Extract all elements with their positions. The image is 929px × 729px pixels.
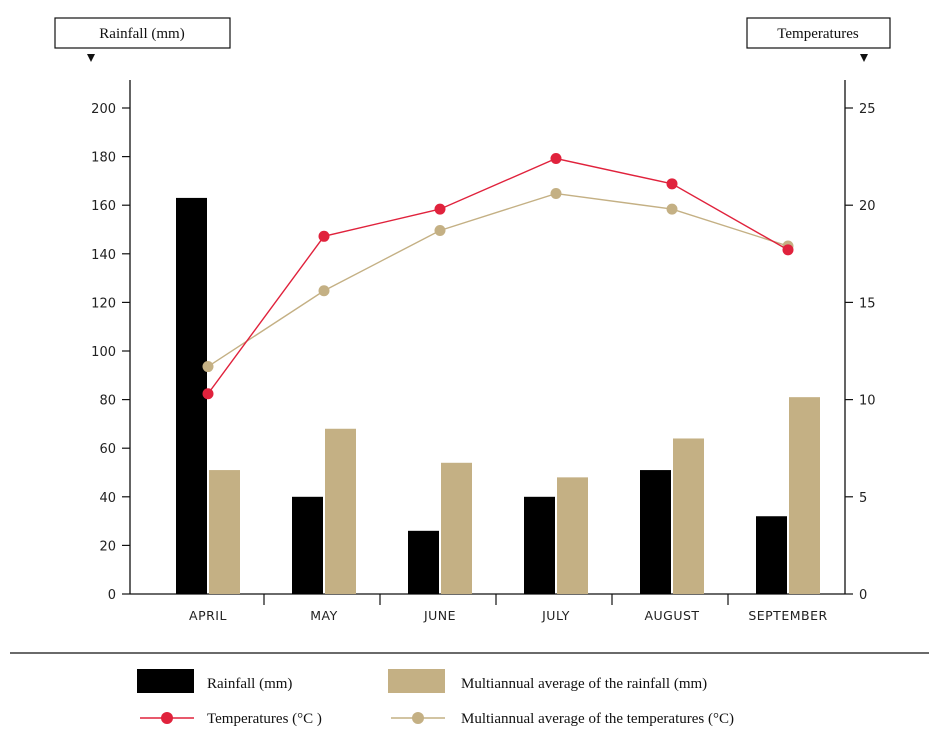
- left-tick-label: 160: [91, 199, 116, 214]
- bar-avg-rainfall: [209, 470, 240, 594]
- legend-marker-avg-temperature: [412, 712, 424, 724]
- category-label: MAY: [310, 608, 338, 623]
- legend-label-temperature: Temperatures (°C ): [207, 711, 322, 727]
- left-tick-label: 20: [99, 539, 116, 554]
- legend-label-avg-rainfall: Multiannual average of the rainfall (mm): [461, 676, 707, 692]
- legend-label-avg-temperature: Multiannual average of the temperatures …: [461, 711, 734, 727]
- left-axis-title: Rainfall (mm): [99, 26, 184, 42]
- legend-swatch-avg-rainfall: [388, 669, 445, 693]
- bar-rainfall: [292, 496, 323, 594]
- bar-rainfall: [408, 530, 439, 594]
- right-tick-label: 15: [859, 296, 876, 311]
- right-tick-label: 5: [859, 491, 867, 506]
- bar-avg-rainfall: [325, 428, 356, 594]
- category-label: APRIL: [189, 608, 227, 623]
- bar-rainfall: [524, 496, 555, 594]
- avg-temperature-point: [666, 203, 678, 215]
- right-tick-label: 25: [859, 102, 876, 117]
- left-tick-label: 60: [99, 442, 116, 457]
- right-tick-label: 10: [859, 394, 876, 409]
- left-tick-label: 0: [108, 588, 116, 603]
- bar-avg-rainfall: [441, 462, 472, 594]
- temperature-point: [666, 178, 678, 190]
- avg-temperature-line: [207, 192, 789, 368]
- category-label: JUNE: [423, 608, 456, 623]
- bar-avg-rainfall: [557, 477, 588, 594]
- temperature-line: [207, 157, 789, 395]
- temperature-point: [434, 203, 446, 215]
- left-tick-label: 80: [99, 394, 116, 409]
- right-tick-label: 0: [859, 588, 867, 603]
- left-tick-label: 180: [91, 151, 116, 166]
- legend-swatch-rainfall: [137, 669, 194, 693]
- bar-avg-rainfall: [673, 438, 704, 594]
- avg-temperature-point: [550, 188, 562, 200]
- temperature-point: [782, 244, 794, 256]
- legend-label-rainfall: Rainfall (mm): [207, 676, 292, 692]
- left-tick-label: 120: [91, 296, 116, 311]
- avg-temperature-point: [202, 361, 214, 373]
- left-axis-marker-icon: [87, 54, 95, 62]
- left-tick-label: 200: [91, 102, 116, 117]
- legend-marker-temperature: [161, 712, 173, 724]
- right-axis-title-box: [746, 17, 891, 49]
- temperature-point: [202, 388, 214, 400]
- left-tick-label: 40: [99, 491, 116, 506]
- avg-temperature-point: [318, 285, 330, 297]
- bar-rainfall: [756, 516, 787, 594]
- temperature-point: [318, 230, 330, 242]
- avg-temperature-point: [434, 224, 446, 236]
- category-label: AUGUST: [644, 608, 699, 623]
- bar-rainfall: [640, 470, 671, 594]
- category-label: JULY: [541, 608, 570, 623]
- bar-rainfall: [176, 197, 207, 594]
- left-tick-label: 140: [91, 248, 116, 263]
- bar-avg-rainfall: [789, 397, 820, 594]
- right-axis-title: Temperatures: [777, 26, 859, 42]
- category-label: SEPTEMBER: [748, 608, 827, 623]
- temperature-point: [550, 153, 562, 165]
- left-tick-label: 100: [91, 345, 116, 360]
- left-axis-title-box: [54, 17, 231, 49]
- right-axis-marker-icon: [860, 54, 868, 62]
- right-tick-label: 20: [859, 199, 876, 214]
